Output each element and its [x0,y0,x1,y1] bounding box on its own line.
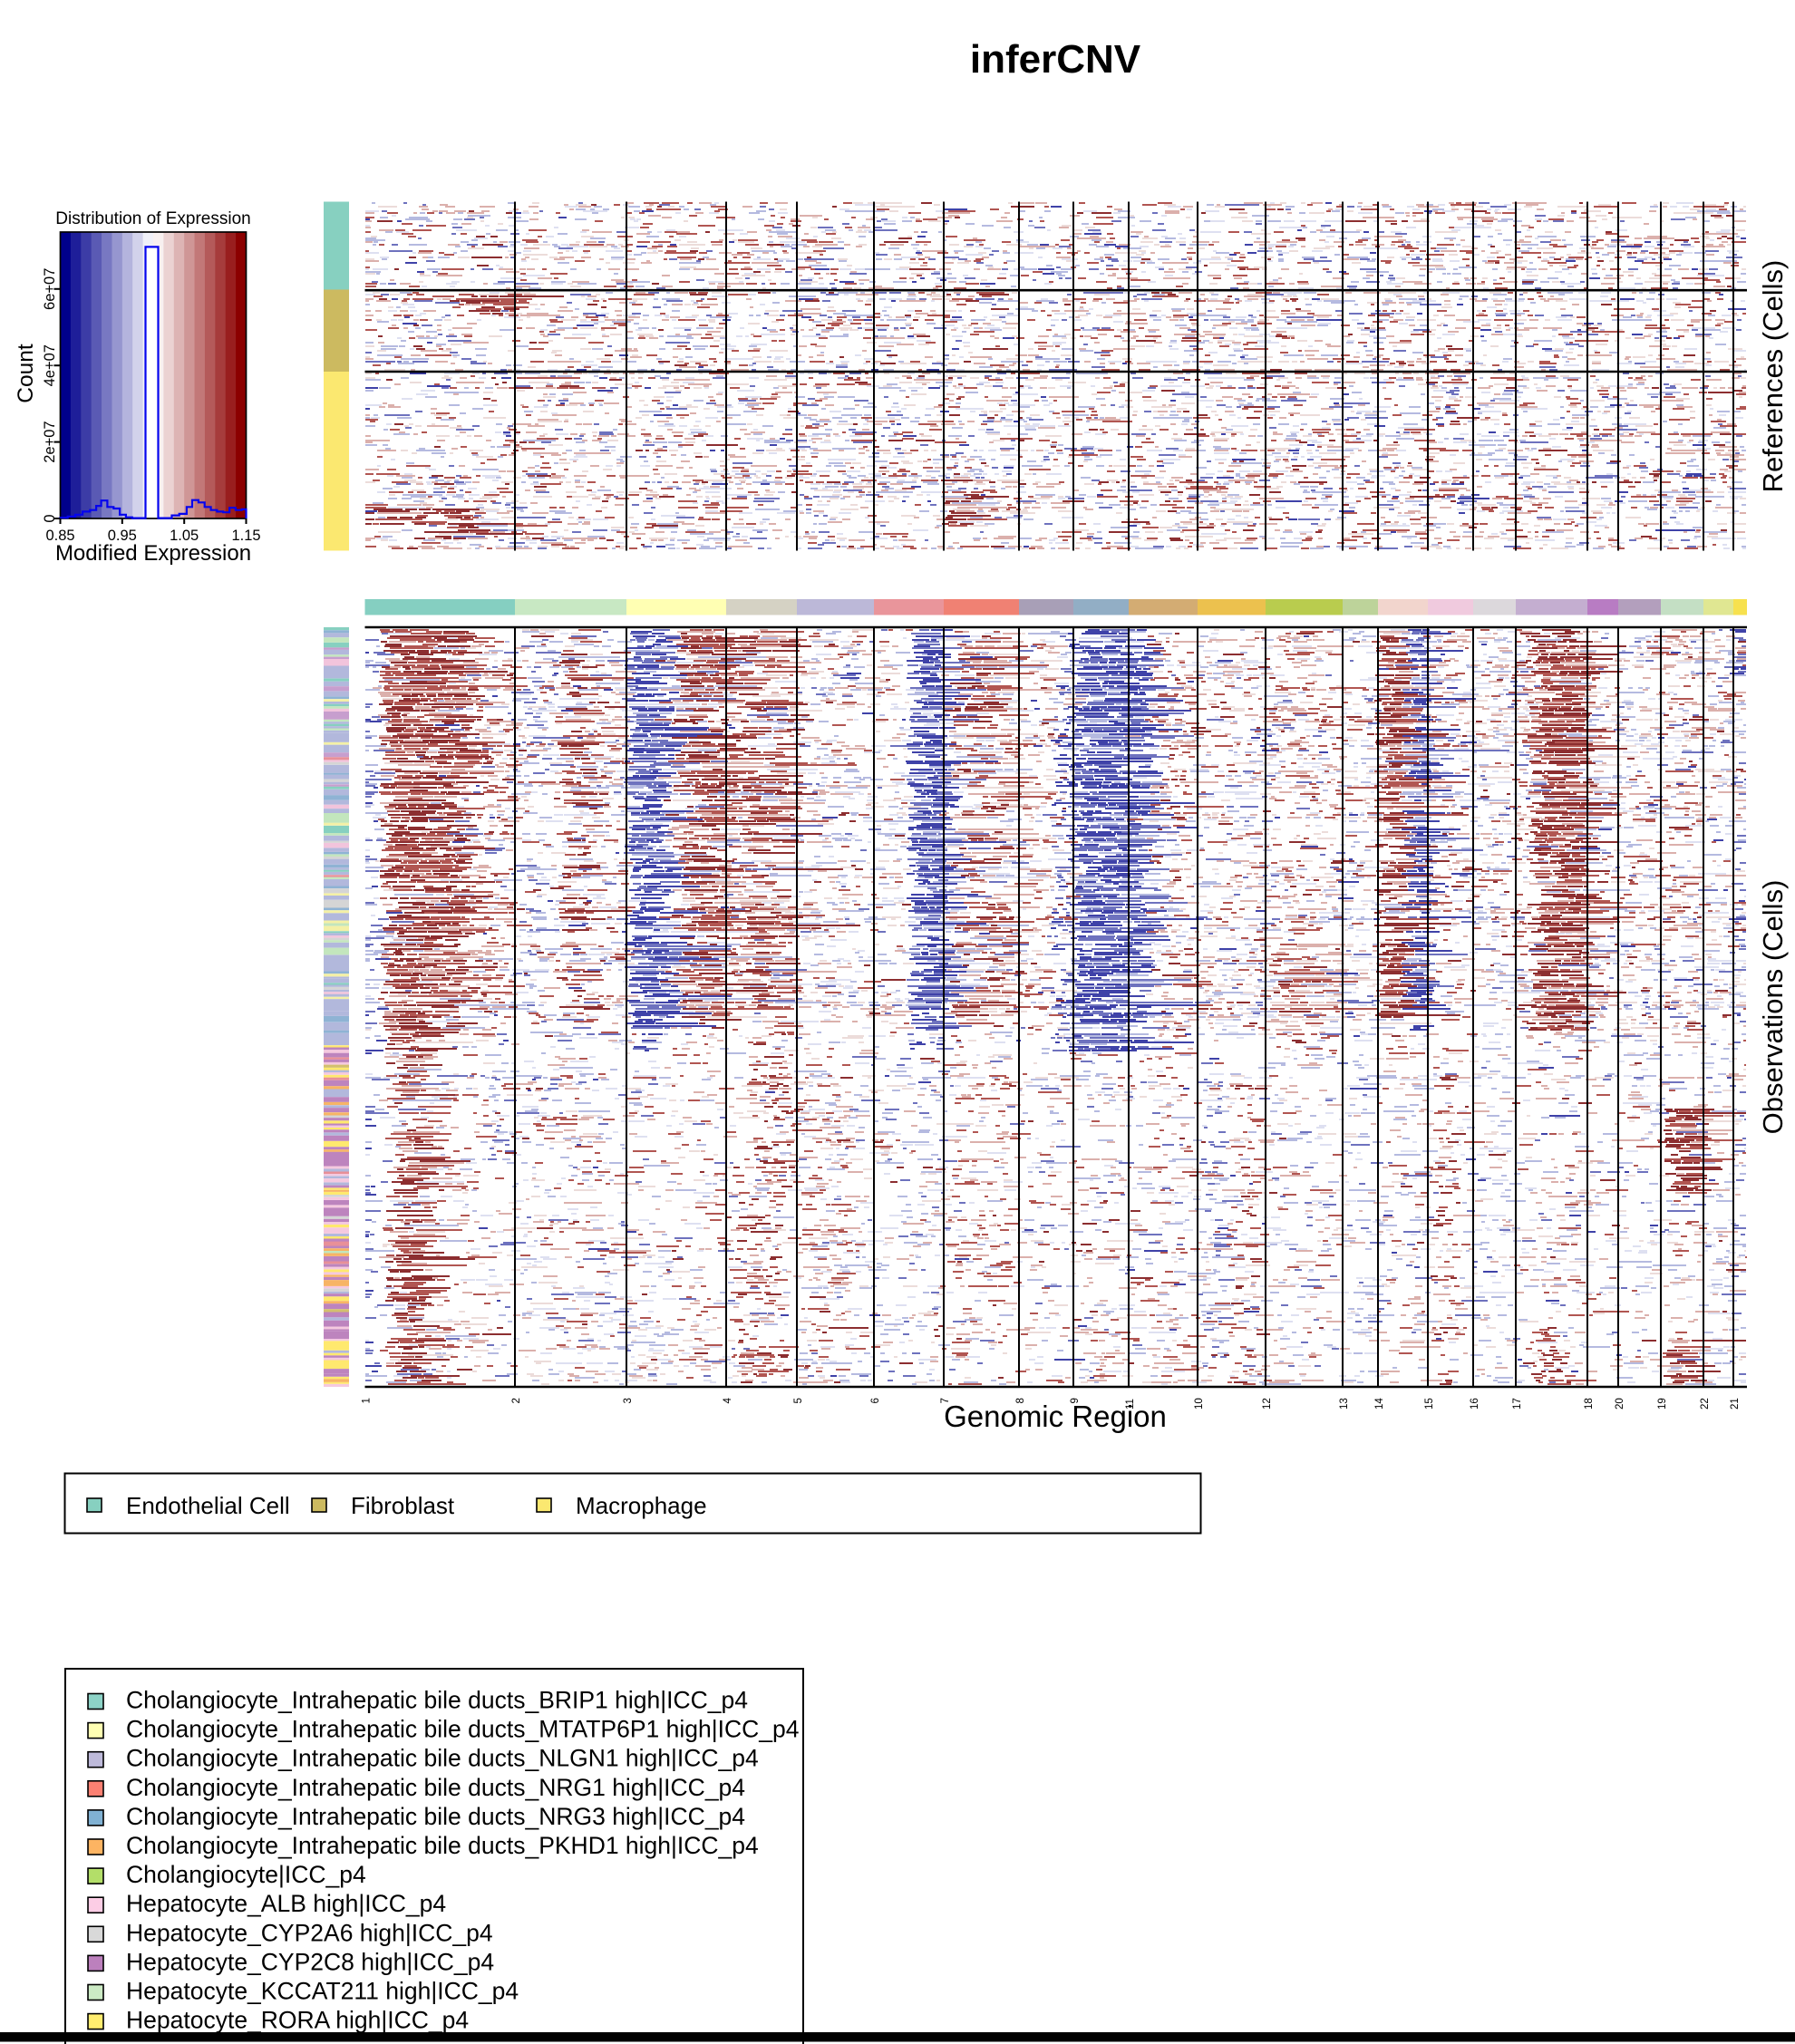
svg-text:0.85: 0.85 [45,528,74,544]
svg-text:22: 22 [1700,1398,1711,1409]
svg-text:6: 6 [870,1398,881,1403]
svg-text:0.95: 0.95 [108,528,137,544]
svg-text:8: 8 [1015,1398,1026,1403]
svg-text:Cholangiocyte_Intrahepatic bil: Cholangiocyte_Intrahepatic bile ducts_PK… [126,1832,759,1859]
svg-text:21: 21 [1730,1398,1741,1409]
svg-text:0: 0 [42,514,58,522]
svg-text:Distribution of Expression: Distribution of Expression [55,209,250,228]
svg-text:20: 20 [1615,1398,1625,1409]
svg-text:17: 17 [1512,1398,1523,1409]
svg-text:Hepatocyte_CYP2C8 high|ICC_p4: Hepatocyte_CYP2C8 high|ICC_p4 [126,1948,494,1975]
svg-text:1.15: 1.15 [231,528,260,544]
svg-text:16: 16 [1470,1398,1480,1409]
svg-text:Cholangiocyte|ICC_p4: Cholangiocyte|ICC_p4 [126,1861,366,1888]
svg-text:1.05: 1.05 [170,528,199,544]
svg-text:Cholangiocyte_Intrahepatic bil: Cholangiocyte_Intrahepatic bile ducts_MT… [126,1716,799,1743]
svg-text:Count: Count [14,344,38,403]
svg-text:1: 1 [362,1398,373,1403]
svg-text:2: 2 [511,1398,522,1403]
svg-text:Genomic Region: Genomic Region [944,1400,1167,1433]
svg-text:2e+07: 2e+07 [42,421,58,462]
svg-text:9: 9 [1070,1398,1081,1403]
svg-text:19: 19 [1657,1398,1668,1409]
svg-text:4e+07: 4e+07 [42,344,58,386]
svg-text:Hepatocyte_RORA high|ICC_p4: Hepatocyte_RORA high|ICC_p4 [126,2007,469,2034]
svg-text:10: 10 [1194,1398,1205,1409]
svg-text:Hepatocyte_KCCAT211 high|ICC_p: Hepatocyte_KCCAT211 high|ICC_p4 [126,1978,519,2005]
svg-text:12: 12 [1262,1398,1273,1409]
svg-text:4: 4 [723,1398,733,1404]
svg-text:14: 14 [1374,1398,1385,1409]
svg-text:Macrophage: Macrophage [576,1492,707,1519]
svg-text:Modified Expression: Modified Expression [55,541,251,566]
svg-text:Cholangiocyte_Intrahepatic bil: Cholangiocyte_Intrahepatic bile ducts_NL… [126,1745,759,1772]
svg-text:Cholangiocyte_Intrahepatic bil: Cholangiocyte_Intrahepatic bile ducts_NR… [126,1803,745,1830]
svg-text:15: 15 [1424,1398,1435,1409]
svg-text:Hepatocyte_ALB high|ICC_p4: Hepatocyte_ALB high|ICC_p4 [126,1890,446,1917]
svg-text:Observations (Cells): Observations (Cells) [1757,880,1789,1135]
svg-text:13: 13 [1339,1398,1350,1409]
svg-text:inferCNV: inferCNV [970,37,1141,82]
svg-text:Hepatocyte_CYP2A6 high|ICC_p4: Hepatocyte_CYP2A6 high|ICC_p4 [126,1919,493,1946]
svg-text:11: 11 [1125,1399,1136,1409]
svg-text:Cholangiocyte_Intrahepatic bil: Cholangiocyte_Intrahepatic bile ducts_NR… [126,1774,745,1801]
svg-text:Endothelial Cell: Endothelial Cell [126,1492,290,1519]
svg-text:Cholangiocyte_Intrahepatic bil: Cholangiocyte_Intrahepatic bile ducts_BR… [126,1687,748,1714]
svg-text:3: 3 [623,1398,634,1403]
svg-text:5: 5 [793,1398,804,1403]
svg-text:7: 7 [940,1398,951,1403]
svg-text:6e+07: 6e+07 [42,268,58,310]
svg-text:References (Cells): References (Cells) [1757,260,1789,493]
svg-text:Fibroblast: Fibroblast [351,1492,455,1519]
svg-text:18: 18 [1584,1398,1595,1409]
